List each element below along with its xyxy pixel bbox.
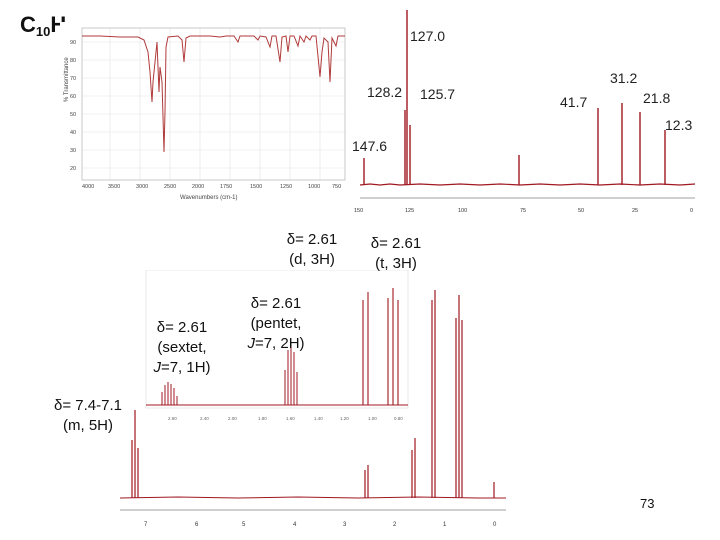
h1-axis-tick: 3	[343, 522, 347, 528]
h1-inset-frame	[145, 270, 409, 409]
h1-inset-tick: 1.40	[314, 416, 323, 421]
h1-inset-tick: 1.00	[368, 416, 377, 421]
ir-y-ticks: 90 80 70 60 50 40 30 20	[70, 40, 76, 172]
ir-x-tick: 750	[332, 184, 341, 190]
ir-x-tick: 3000	[136, 184, 148, 190]
c13-label-128: 128.2	[367, 84, 403, 100]
h1-axis-ticks: 7 6 5 4 3 2 1 0	[144, 522, 497, 528]
ir-x-tick: 4000	[82, 184, 94, 190]
h1-inset-doublet-triplet	[362, 288, 399, 405]
c13-label-125: 125.7	[420, 86, 456, 102]
c13-axis-tick: 125	[405, 208, 414, 214]
h1-label-aromatic-line2: (m, 5H)	[63, 417, 113, 434]
h1-axis-tick: 1	[443, 522, 447, 528]
ir-y-tick: 50	[70, 112, 76, 118]
c13-label-127: 127.0	[410, 28, 446, 44]
c13-axis-tick: 75	[520, 208, 526, 214]
page-number: 73	[640, 496, 655, 511]
c13-axis-tick: 25	[632, 208, 638, 214]
h1-spectrum: 2.60 2.40 2.00 1.80 1.60 1.40 1.20 1.00 …	[119, 270, 506, 528]
ir-x-tick: 1000	[308, 184, 320, 190]
h1-axis-tick: 0	[493, 522, 497, 528]
h1-inset-tick: 1.80	[258, 416, 267, 421]
h1-label-pentet: δ= 2.61 (pentet, J=7, 2H)	[236, 294, 316, 354]
h1-label-sextet-line1: δ= 2.61	[156, 319, 208, 336]
h1-inset-pentet	[284, 342, 298, 405]
c13-axis-tick: 50	[578, 208, 584, 214]
c13-axis-tick: 0	[690, 208, 693, 214]
ir-trace	[82, 34, 345, 153]
h1-inset-tick: 2.40	[200, 416, 209, 421]
c13-label-21: 21.8	[643, 90, 671, 106]
ir-y-tick: 60	[70, 94, 76, 100]
h1-axis-tick: 2	[393, 522, 397, 528]
ir-x-ticks: 4000 3500 3000 2500 2000 1750 1500 1250 …	[82, 184, 341, 190]
h1-label-aromatic: δ= 7.4-7.1 (m, 5H)	[38, 396, 138, 436]
ir-y-tick: 20	[70, 166, 76, 172]
ir-x-tick: 2000	[192, 184, 204, 190]
h1-baseline	[119, 496, 506, 499]
ir-x-axis-label: Wavenumbers (cm-1)	[180, 195, 237, 201]
c13-peaks	[363, 10, 666, 185]
ir-x-tick: 2500	[164, 184, 176, 190]
c13-label-12: 12.3	[665, 117, 693, 133]
h1-axis-tick: 7	[144, 522, 148, 528]
c13-baseline	[359, 183, 696, 186]
h1-inset-tick: 2.00	[228, 416, 237, 421]
ir-x-tick: 1750	[220, 184, 232, 190]
h1-label-doublet-line2: (d, 3H)	[289, 251, 335, 268]
c13-label-147: 147.6	[352, 138, 388, 154]
h1-label-doublet: δ= 2.61 (d, 3H)	[272, 230, 352, 270]
ir-y-tick: 40	[70, 130, 76, 136]
ir-y-tick: 90	[70, 40, 76, 46]
ir-gridlines	[82, 28, 345, 180]
ir-x-tick: 3500	[108, 184, 120, 190]
c13-axis-ticks: 150 125 100 75 50 25 0	[354, 208, 693, 214]
h1-inset-tick: 0.80	[394, 416, 403, 421]
h1-label-sextet-line3: J=7, 1H)	[153, 359, 211, 376]
h1-label-aromatic-line1: δ= 7.4-7.1	[54, 397, 122, 414]
h1-label-triplet-line1: δ= 2.61	[370, 235, 422, 252]
ir-spectrum: % Transmittance 90 80 70 60 50 40 30 20 …	[60, 22, 350, 204]
h1-label-pentet-line2: (pentet,	[250, 315, 302, 332]
h1-label-sextet: δ= 2.61 (sextet, J=7, 1H)	[142, 318, 222, 378]
h1-axis-tick: 4	[293, 522, 297, 528]
h1-label-triplet-line2: (t, 3H)	[375, 255, 417, 272]
h1-axis-tick: 6	[195, 522, 199, 528]
c13-axis-tick: 150	[354, 208, 363, 214]
h1-inset-sextet	[161, 382, 178, 405]
h1-inset-tick: 1.20	[340, 416, 349, 421]
c13-spectrum: 150 125 100 75 50 25 0	[354, 10, 696, 214]
h1-inset-ticks: 2.60 2.40 2.00 1.80 1.60 1.40 1.20 1.00 …	[168, 416, 403, 421]
ir-x-tick: 1250	[280, 184, 292, 190]
h1-main-peaks	[131, 290, 495, 498]
h1-label-pentet-line1: δ= 2.61	[250, 295, 302, 312]
h1-axis-tick: 5	[242, 522, 246, 528]
ir-y-tick: 70	[70, 76, 76, 82]
h1-label-pentet-line3: J=7, 2H)	[247, 335, 305, 352]
ir-x-tick: 1500	[250, 184, 262, 190]
c13-label-31: 31.2	[610, 70, 638, 86]
h1-inset-tick: 1.60	[286, 416, 295, 421]
c13-label-41: 41.7	[560, 94, 588, 110]
h1-label-triplet: δ= 2.61 (t, 3H)	[356, 234, 436, 274]
h1-inset-tick: 2.60	[168, 416, 177, 421]
ir-y-tick: 80	[70, 58, 76, 64]
h1-label-sextet-line2: (sextet,	[157, 339, 207, 356]
ir-y-tick: 30	[70, 148, 76, 154]
h1-label-doublet-line1: δ= 2.61	[286, 231, 338, 248]
c13-axis-tick: 100	[458, 208, 467, 214]
ir-y-axis-label: % Transmittance	[64, 57, 70, 102]
